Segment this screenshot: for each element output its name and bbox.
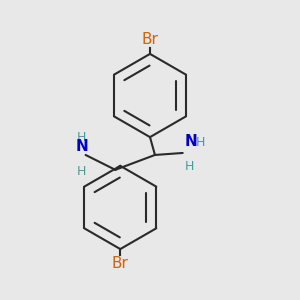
Text: N: N xyxy=(75,139,88,154)
Text: H: H xyxy=(77,131,86,144)
Text: H: H xyxy=(77,165,86,178)
Text: H: H xyxy=(185,160,194,173)
Text: Br: Br xyxy=(142,32,158,47)
Text: N: N xyxy=(185,134,197,149)
Text: Br: Br xyxy=(112,256,129,271)
Text: H: H xyxy=(196,136,205,149)
